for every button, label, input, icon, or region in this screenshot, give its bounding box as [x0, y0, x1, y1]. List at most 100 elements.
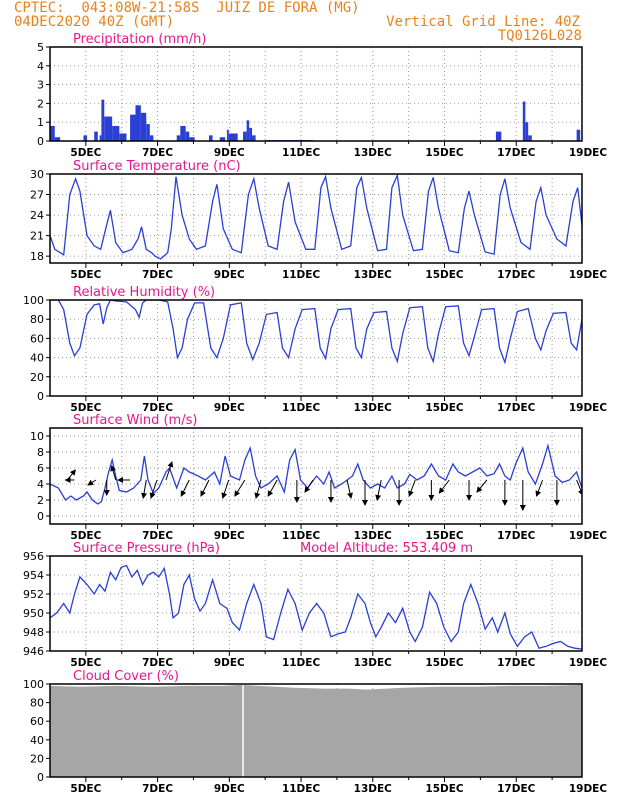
- humidity-panel: 0 20 40 60 80 100 5DEC 7DEC 9DEC 11DEC 13DEC 15DEC 1…: [23, 285, 607, 414]
- header-grid-note: Vertical Grid Line: 40Z: [386, 14, 580, 30]
- pressure-xtick-label: 19DEC: [569, 657, 608, 669]
- temp-ytick-label: 24: [30, 209, 44, 222]
- wind-vector: [535, 479, 544, 497]
- precip-bar: [226, 129, 229, 141]
- humidity-xtick-label: 11DEC: [282, 402, 321, 414]
- wind-vector: [141, 479, 148, 499]
- precip-xtick-label: 13DEC: [354, 147, 393, 159]
- precip-bar: [94, 131, 98, 141]
- cloud-xtick-label: 17DEC: [497, 783, 536, 795]
- precip-bar: [54, 137, 61, 141]
- wind-vector: [180, 479, 190, 497]
- precip-bar: [176, 135, 181, 141]
- cloud-title: Cloud Cover (%): [73, 669, 179, 684]
- precip-bar: [219, 137, 226, 141]
- precip-bar: [104, 116, 113, 141]
- precip-bar: [525, 122, 529, 141]
- cloud-ytick-label: 100: [23, 678, 44, 691]
- temp-xtick-label: 13DEC: [354, 269, 393, 281]
- header-station: CPTEC: 043:08W-21:58S JUIZ DE FORA (MG): [14, 0, 360, 16]
- pressure-xtick-label: 13DEC: [354, 657, 393, 669]
- temp-ytick-label: 18: [30, 250, 44, 263]
- wind-xtick-label: 15DEC: [425, 530, 464, 542]
- precip-bar: [208, 135, 213, 141]
- humidity-data: [50, 300, 582, 365]
- humidity-xtick-label: 7DEC: [142, 402, 173, 414]
- temp-data: [50, 174, 582, 260]
- wind-vector: [165, 461, 174, 481]
- precip-frame: [49, 46, 583, 142]
- humidity-xtick-label: 15DEC: [425, 402, 464, 414]
- precip-xtick-label: 19DEC: [569, 147, 608, 159]
- wind-vector: [66, 469, 76, 481]
- precip-bar: [522, 101, 526, 141]
- precip-bar: [99, 135, 102, 141]
- precip-bar: [50, 125, 55, 141]
- wind-vector: [254, 479, 262, 499]
- precip-bar: [185, 131, 190, 141]
- humidity-ytick-label: 40: [30, 352, 44, 365]
- wind-vector: [438, 479, 450, 494]
- cloud-ytick-label: 40: [30, 734, 44, 747]
- wind-frame: [49, 427, 583, 525]
- precip-xtick-label: 11DEC: [282, 147, 321, 159]
- humidity-ytick-label: 100: [23, 294, 44, 307]
- wind-vector: [87, 479, 97, 486]
- precip-xtick-label: 9DEC: [214, 147, 245, 159]
- cloud-data: [50, 684, 582, 777]
- wind-vector: [234, 479, 246, 497]
- precip-ytick-label: 0: [37, 135, 44, 148]
- wind-vector: [149, 479, 158, 499]
- wind-ytick-label: 0: [37, 510, 44, 523]
- precip-bar: [83, 135, 88, 141]
- header-code: TQ0126L028: [497, 28, 582, 44]
- pressure-xtick-label: 7DEC: [142, 657, 173, 669]
- pressure-title: Surface Pressure (hPa): [73, 541, 220, 556]
- wind-xtick-label: 9DEC: [214, 530, 245, 542]
- precip-bar: [576, 129, 581, 141]
- cloud-area: [50, 684, 582, 777]
- temp-xtick-label: 11DEC: [282, 269, 321, 281]
- precip-xtick-label: 5DEC: [70, 147, 101, 159]
- temp-ytick-label: 21: [30, 230, 44, 243]
- temp-frame: [49, 173, 583, 264]
- wind-vector: [267, 479, 278, 497]
- precip-bar: [249, 127, 253, 141]
- precip-bar: [180, 125, 186, 141]
- humidity-xtick-label: 5DEC: [70, 402, 101, 414]
- wind-ytick-label: 10: [30, 430, 44, 443]
- pressure-ytick-label: 946: [23, 645, 44, 658]
- precip-xtick-label: 15DEC: [425, 147, 464, 159]
- precip-ytick-label: 2: [37, 97, 44, 110]
- cloud-xtick-label: 15DEC: [425, 783, 464, 795]
- wind-vector: [304, 479, 314, 493]
- cloud-panel: 0 20 40 60 80 100 5DEC 7DEC 9DEC 11DEC 13DEC 15DEC 1…: [23, 669, 607, 795]
- cloud-xtick-label: 13DEC: [354, 783, 393, 795]
- pressure-ytick-label: 956: [23, 550, 44, 563]
- precip-data: [50, 99, 581, 141]
- pressure-ytick-label: 954: [23, 569, 44, 582]
- wind-ytick-label: 4: [37, 478, 44, 491]
- temp-xtick-label: 15DEC: [425, 269, 464, 281]
- wind-vector: [346, 479, 353, 499]
- precip-bar: [252, 135, 256, 141]
- pressure-ytick-label: 952: [23, 588, 44, 601]
- cloud-ytick-label: 0: [37, 771, 44, 784]
- humidity-xtick-label: 9DEC: [214, 402, 245, 414]
- pressure-ytick-label: 948: [23, 626, 44, 639]
- pressure-xtick-label: 5DEC: [70, 657, 101, 669]
- wind-vector: [375, 479, 382, 501]
- temp-xtick-label: 5DEC: [70, 269, 101, 281]
- wind-xtick-label: 11DEC: [282, 530, 321, 542]
- temp-xtick-label: 19DEC: [569, 269, 608, 281]
- temp-xtick-label: 17DEC: [497, 269, 536, 281]
- precip-bar: [246, 120, 250, 141]
- humidity-ytick-label: 80: [30, 313, 44, 326]
- precip-bar: [130, 114, 136, 141]
- wind-xtick-label: 5DEC: [70, 530, 101, 542]
- precip-bar: [189, 137, 195, 141]
- cloud-xtick-label: 19DEC: [569, 783, 608, 795]
- pressure-frame: [49, 555, 583, 652]
- precip-bar: [119, 133, 127, 141]
